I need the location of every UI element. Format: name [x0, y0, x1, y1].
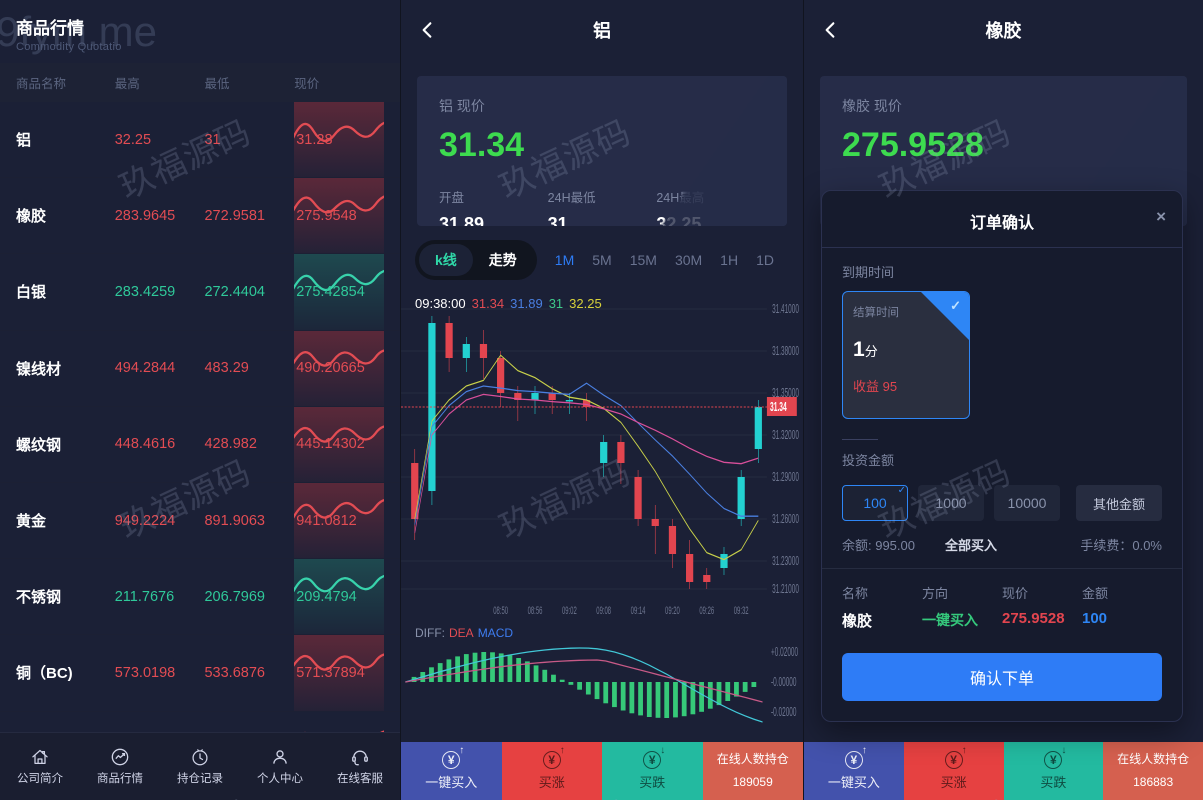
svg-text:31.38000: 31.38000 — [772, 345, 799, 359]
svg-text:-0.02000: -0.02000 — [771, 706, 797, 720]
svg-text:09:32: 09:32 — [734, 604, 749, 617]
svg-text:31.29000: 31.29000 — [772, 471, 799, 485]
svg-text:09:02: 09:02 — [562, 604, 577, 617]
svg-text:08:56: 08:56 — [528, 604, 543, 617]
svg-text:31.41000: 31.41000 — [772, 303, 799, 317]
svg-text:09:14: 09:14 — [631, 604, 646, 617]
svg-text:08:50: 08:50 — [493, 604, 508, 617]
svg-text:31.34: 31.34 — [770, 401, 787, 415]
svg-text:+0.02000: +0.02000 — [771, 646, 798, 660]
svg-text:09:20: 09:20 — [665, 604, 680, 617]
svg-text:31.26000: 31.26000 — [772, 513, 799, 527]
svg-text:09:26: 09:26 — [699, 604, 714, 617]
svg-text:31.23000: 31.23000 — [772, 555, 799, 569]
svg-text:31.32000: 31.32000 — [772, 429, 799, 443]
svg-text:09:08: 09:08 — [596, 604, 611, 617]
svg-text:31.21000: 31.21000 — [772, 583, 799, 597]
svg-text:-0.00000: -0.00000 — [771, 676, 797, 690]
